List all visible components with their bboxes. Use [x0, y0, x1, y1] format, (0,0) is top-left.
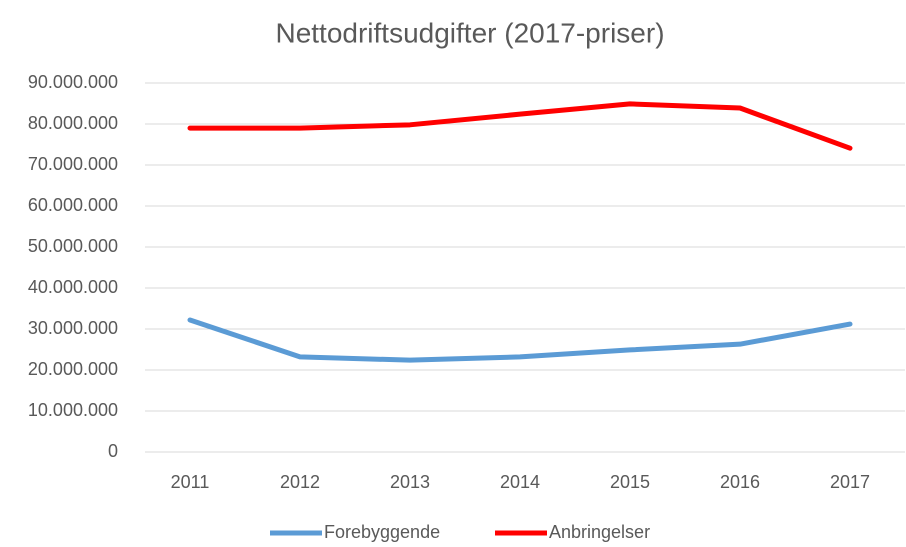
y-tick-label: 30.000.000: [28, 318, 118, 338]
x-tick-label: 2013: [390, 472, 430, 492]
x-tick-label: 2011: [171, 472, 210, 492]
y-tick-label: 0: [108, 441, 118, 461]
y-tick-label: 90.000.000: [28, 72, 118, 92]
y-tick-label: 10.000.000: [28, 400, 118, 420]
series-line: [187, 317, 853, 363]
y-tick-label: 50.000.000: [28, 236, 118, 256]
y-tick-label: 70.000.000: [28, 154, 118, 174]
y-tick-label: 80.000.000: [28, 113, 118, 133]
series-line: [187, 101, 853, 151]
y-tick-label: 60.000.000: [28, 195, 118, 215]
x-tick-label: 2015: [610, 472, 650, 492]
legend-label: Forebyggende: [324, 522, 440, 542]
chart-title: Nettodriftsudgifter (2017-priser): [275, 17, 664, 48]
y-tick-label: 20.000.000: [28, 359, 118, 379]
x-tick-label: 2016: [720, 472, 760, 492]
y-tick-label: 40.000.000: [28, 277, 118, 297]
x-tick-label: 2014: [500, 472, 540, 492]
x-tick-label: 2012: [280, 472, 320, 492]
x-tick-label: 2017: [830, 472, 870, 492]
legend-label: Anbringelser: [549, 522, 650, 542]
